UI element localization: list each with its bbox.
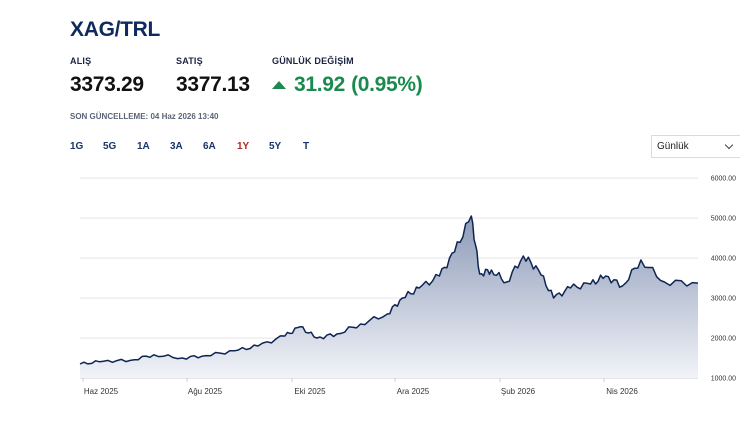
y-tick-label: 1000.00 <box>711 376 736 383</box>
x-tick-label: Eki 2025 <box>294 387 326 396</box>
last-updated: SON GÜNCELLEME: 04 Haz 2026 13:40 <box>70 112 219 121</box>
y-tick-label: 5000.00 <box>711 216 736 223</box>
range-tab-5g[interactable]: 5G <box>103 141 117 152</box>
ask-label: SATIŞ <box>176 56 203 66</box>
x-tick-label: Ağu 2025 <box>188 387 223 396</box>
bid-label: ALIŞ <box>70 56 92 66</box>
change-value: 31.92 <box>294 73 346 96</box>
x-tick-label: Şub 2026 <box>501 387 536 396</box>
x-tick-label: Nis 2026 <box>606 387 638 396</box>
change-label: GÜNLÜK DEĞİŞİM <box>272 56 354 66</box>
y-tick-label: 6000.00 <box>711 176 736 183</box>
range-tab-1y[interactable]: 1Y <box>237 141 250 152</box>
page-title: XAG/TRL <box>70 18 161 41</box>
y-tick-label: 2000.00 <box>711 336 736 343</box>
price-line <box>79 215 699 365</box>
change-block: GÜNLÜK DEĞİŞİM 31.92 (0.95%) <box>272 56 423 97</box>
change-percent: (0.95%) <box>351 73 423 96</box>
y-tick-label: 3000.00 <box>711 296 736 303</box>
range-tab-1g[interactable]: 1G <box>70 141 84 152</box>
interval-select-value: Günlük <box>657 141 689 152</box>
price-area <box>80 216 698 378</box>
ask-block: SATIŞ 3377.13 <box>176 56 250 97</box>
range-tab-t[interactable]: T <box>303 141 310 152</box>
arrow-up-icon <box>272 81 286 89</box>
range-tab-5y[interactable]: 5Y <box>269 141 282 152</box>
bid-block: ALIŞ 3373.29 <box>70 56 144 97</box>
range-tab-1a[interactable]: 1A <box>137 141 150 152</box>
range-tab-3a[interactable]: 3A <box>170 141 183 152</box>
change-row: 31.92 (0.95%) <box>272 73 423 97</box>
x-tick-label: Ara 2025 <box>397 387 430 396</box>
x-tick-label: Haz 2025 <box>84 387 119 396</box>
interval-select[interactable]: Günlük <box>651 135 740 158</box>
y-tick-label: 4000.00 <box>711 256 736 263</box>
range-tab-6a[interactable]: 6A <box>203 141 216 152</box>
ask-value: 3377.13 <box>176 73 250 96</box>
bid-value: 3373.29 <box>70 73 144 96</box>
